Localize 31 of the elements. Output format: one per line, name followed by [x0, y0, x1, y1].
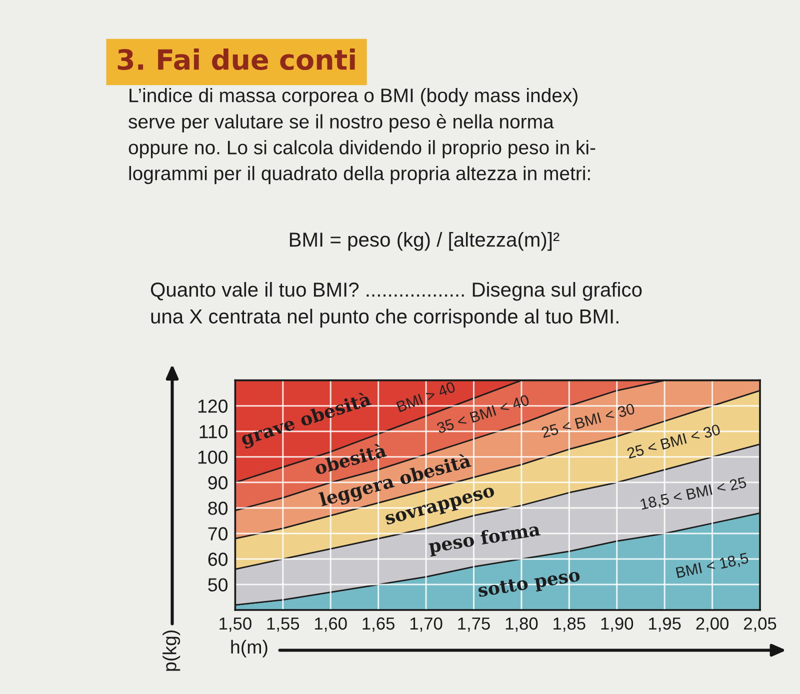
y-tick-label: 70	[208, 527, 228, 540]
y-tick-label: 90	[208, 476, 228, 490]
series-label: sotto peso	[478, 568, 581, 601]
x-tick-label: 1,50	[220, 617, 252, 632]
y-axis-title: p(kg)	[162, 630, 180, 671]
x-tick-label: 1,95	[649, 617, 681, 632]
x-tick-label: 1,70	[410, 617, 442, 632]
x-tick-label: 1,90	[601, 617, 634, 632]
x-axis-title: h(m)	[231, 640, 268, 658]
y-tick-label: 80	[208, 502, 228, 515]
y-tick-label: 100	[198, 450, 228, 464]
text: Quanto vale il tuo BMI? .................. Disegna sul grafico una X centrata nel punto che corrisponde al tuo BMI.	[150, 282, 642, 328]
text: BMI = peso (kg) / [altezza(m)]²	[290, 232, 560, 251]
y-tick-label: 120	[198, 400, 228, 413]
x-tick-label: 1,85	[554, 617, 586, 632]
x-tick-label: 1,65	[362, 617, 394, 632]
x-tick-label: 2,05	[744, 617, 776, 632]
chart-title: 3. Fai due conti	[118, 48, 355, 70]
chart-subtitle: L’indice di massa corporea o BMI (body mass index) serve per valutare se il nostro peso è nella norma oppure no. Lo si calcola dividendo il proprio peso in ki- logrammi per il quadrato della propria altezza in metri:	[128, 88, 596, 184]
annotation: BMI < 18,5	[676, 552, 750, 580]
series-label: obesità	[314, 442, 387, 475]
series-label: peso forma	[428, 526, 541, 557]
y-tick-label: 60	[208, 552, 228, 566]
y-tick-label: 50	[208, 578, 228, 592]
x-tick-label: 1,60	[315, 617, 347, 632]
annotation: 18,5 < BMI < 25	[640, 476, 748, 512]
y-tick-label: 110	[200, 425, 228, 438]
x-tick-label: 1,75	[458, 618, 490, 632]
x-tick-label: 1,55	[267, 618, 300, 632]
x-tick-label: 2,00	[696, 617, 729, 632]
x-tick-label: 1,80	[506, 617, 538, 632]
